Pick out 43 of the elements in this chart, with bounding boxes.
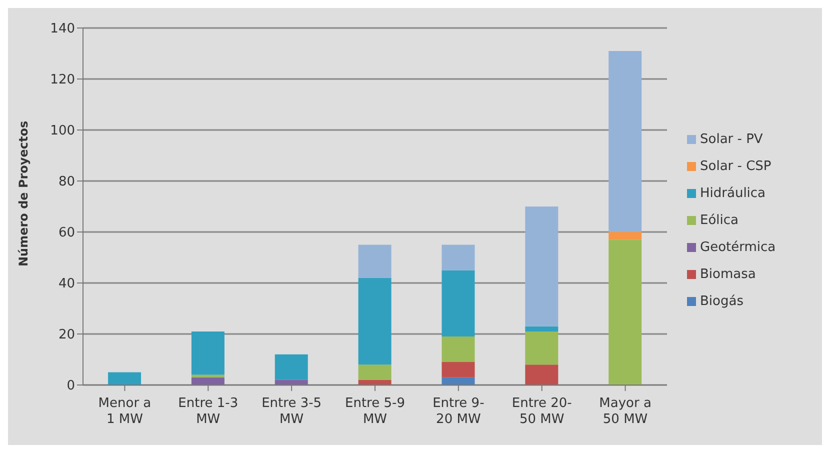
legend-label: Hidráulica bbox=[700, 186, 766, 201]
y-tick-label: 120 bbox=[50, 72, 75, 88]
bar bbox=[108, 372, 142, 385]
bar bbox=[525, 331, 558, 365]
bar bbox=[608, 232, 642, 240]
bar bbox=[358, 244, 392, 278]
y-tick-label: 40 bbox=[58, 276, 75, 292]
y-tick-label: 80 bbox=[58, 174, 75, 190]
x-tick-label: Mayor a 50 MW bbox=[599, 396, 652, 427]
bar bbox=[358, 278, 392, 365]
bar bbox=[442, 362, 475, 378]
bar bbox=[191, 374, 224, 378]
legend-label: Solar - PV bbox=[700, 132, 763, 147]
legend-label: Biogás bbox=[700, 294, 744, 309]
bar bbox=[442, 377, 475, 385]
bar bbox=[191, 331, 224, 375]
x-tick-label: Entre 5-9 MW bbox=[345, 396, 405, 427]
legend-label: Solar - CSP bbox=[700, 159, 772, 174]
x-tick-label: Entre 9- 20 MW bbox=[432, 396, 485, 427]
bar bbox=[442, 270, 475, 337]
x-tick-label: Entre 1-3 MW bbox=[178, 396, 238, 427]
y-tick-label: 0 bbox=[66, 378, 75, 394]
bar bbox=[191, 377, 224, 385]
bar bbox=[525, 326, 558, 332]
x-tick-label: Entre 3-5 MW bbox=[262, 396, 322, 427]
y-tick-label: 100 bbox=[50, 124, 75, 139]
y-tick-label: 20 bbox=[58, 328, 75, 343]
bar bbox=[274, 354, 308, 380]
bar bbox=[525, 206, 558, 326]
legend-label: Geotérmica bbox=[700, 240, 776, 255]
legend-label: Biomasa bbox=[700, 267, 756, 282]
x-tick-label: Menor a 1 MW bbox=[98, 396, 152, 427]
bar bbox=[608, 240, 642, 385]
bar bbox=[608, 50, 642, 232]
bar bbox=[442, 336, 475, 362]
y-tick-label: 140 bbox=[50, 22, 75, 37]
y-axis-title: Número de Proyectos bbox=[16, 120, 30, 266]
legend-label: Eólica bbox=[700, 213, 739, 228]
y-tick-label: 60 bbox=[58, 226, 75, 241]
x-tick-label: Entre 20- 50 MW bbox=[512, 396, 572, 427]
bar bbox=[358, 364, 392, 380]
bar bbox=[525, 364, 558, 385]
bar bbox=[442, 244, 475, 270]
